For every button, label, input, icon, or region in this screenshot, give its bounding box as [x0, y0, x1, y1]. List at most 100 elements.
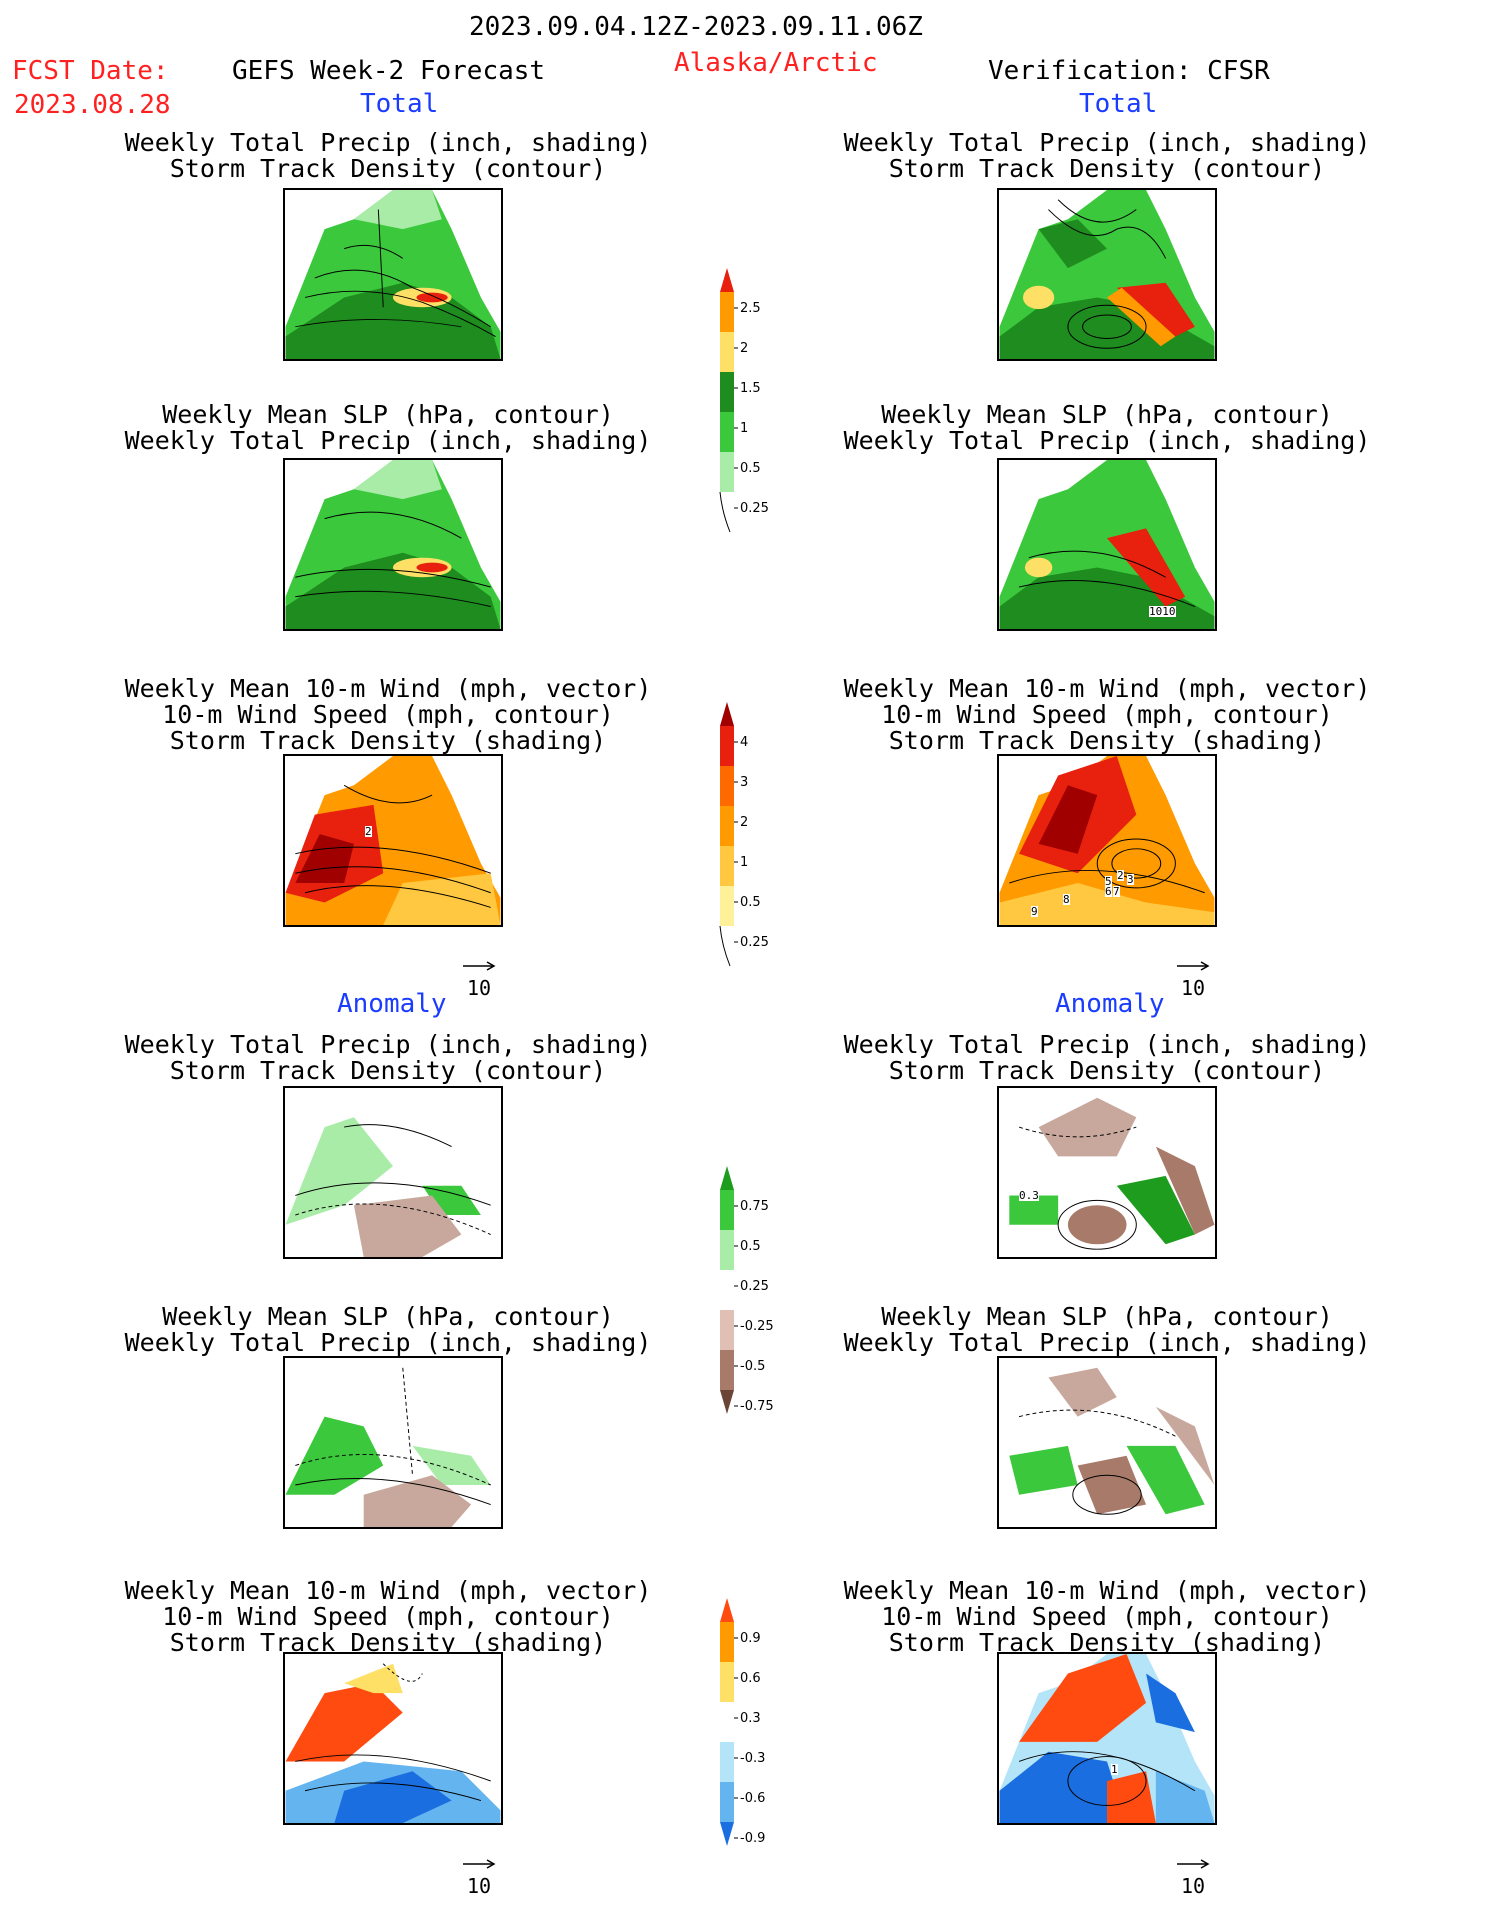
section-anomaly-right: Anomaly: [1055, 989, 1165, 1019]
map-total-precip-forecast: [283, 188, 503, 361]
colorbar-segment: [720, 806, 734, 846]
title-anom-slp-right-1: Weekly Mean SLP (hPa, contour): [881, 1302, 1333, 1331]
title-total-slp-right-1: Weekly Mean SLP (hPa, contour): [881, 400, 1333, 429]
colorbar-segment: [720, 1662, 734, 1702]
colorbar-tick-label: 4: [740, 735, 748, 750]
wind-label-2: 2: [1117, 869, 1124, 882]
colorbar-segment: [720, 886, 734, 926]
colorbar-storm-total-svg: 4 3 2 1 0.5 0.25: [719, 702, 769, 967]
section-total-right: Total: [1079, 89, 1158, 119]
title-total-wind-right-3: Storm Track Density (shading): [888, 726, 1326, 755]
title-anom-precip-left-1: Weekly Total Precip (inch, shading): [124, 1030, 652, 1059]
map-total-precip-verification: [997, 188, 1217, 361]
title-total-precip-right-2: Storm Track Density (contour): [888, 154, 1326, 183]
map-anom-precip-verification-svg: [1009, 1097, 1215, 1250]
wind-label-9: 9: [1031, 905, 1038, 918]
vector-ref-anom-right: 10: [1163, 1850, 1223, 1898]
colorbar-precip-anomaly: 0.75 0.5 0.25 -0.25 -0.5 -0.75: [718, 1166, 788, 1460]
section-total-left: Total: [360, 89, 439, 119]
colorbar-bottom-triangle: [720, 1390, 734, 1414]
colorbar-segment: [720, 846, 734, 886]
colorbar-top-triangle: [720, 268, 734, 292]
title-total-wind-right-1: Weekly Mean 10-m Wind (mph, vector): [843, 674, 1371, 703]
colorbar-segment: [720, 412, 734, 452]
vector-ref-label: 10: [1180, 1874, 1206, 1898]
map-anom-precip-forecast-svg: [285, 1117, 491, 1257]
title-anom-wind-left-3: Storm Track Density (shading): [169, 1628, 607, 1657]
colorbar-storm-total: 4 3 2 1 0.5 0.25: [718, 702, 788, 996]
colorbar-precip-anomaly-svg: 0.75 0.5 0.25 -0.25 -0.5 -0.75: [720, 1166, 774, 1414]
colorbar-tick-label: 0.5: [740, 1239, 761, 1254]
colorbar-tick-label: -0.25: [740, 1319, 774, 1334]
title-total-slp-left-1: Weekly Mean SLP (hPa, contour): [162, 400, 614, 429]
map-total-wind-verification-svg: [999, 756, 1215, 925]
colorbar-tick-label: 0.25: [740, 501, 769, 516]
colorbar-segment: [720, 1742, 734, 1782]
vector-ref-anom-left: 10: [449, 1850, 509, 1898]
vector-ref-total-left: 10: [449, 952, 509, 1000]
map-total-slp-forecast: [283, 458, 503, 631]
colorbar-segment: [720, 1310, 734, 1350]
map-total-slp-forecast-svg: [285, 460, 501, 629]
colorbar-segment: [720, 1622, 734, 1662]
region-title: Alaska/Arctic: [674, 48, 878, 78]
colorbar-bottom-triangle: [720, 1822, 734, 1846]
colorbar-tick-label: 1: [740, 855, 748, 870]
map-total-precip-verification-svg: [999, 190, 1215, 359]
map-anom-slp-verification-svg: [1009, 1367, 1215, 1515]
colorbar-top-triangle: [720, 1598, 734, 1622]
wind-label-5: 5: [1105, 875, 1112, 888]
colorbar-tick-label: -0.75: [740, 1399, 774, 1414]
colorbar-segment: [720, 1230, 734, 1270]
title-anom-wind-right-2: 10-m Wind Speed (mph, contour): [881, 1602, 1333, 1631]
colorbar-segment: [720, 1190, 734, 1230]
colorbar-tail: [719, 925, 731, 967]
colorbar-top-triangle: [720, 1166, 734, 1190]
vector-ref-label: 10: [466, 1874, 492, 1898]
title-anom-wind-right-3: Storm Track Density (shading): [888, 1628, 1326, 1657]
title-total-wind-left-1: Weekly Mean 10-m Wind (mph, vector): [124, 674, 652, 703]
map-anom-slp-verification: [997, 1356, 1217, 1529]
vector-ref-total-right: 10: [1163, 952, 1223, 1000]
colorbar-segment: [720, 726, 734, 766]
title-total-slp-right-2: Weekly Total Precip (inch, shading): [843, 426, 1371, 455]
title-anom-wind-left-1: Weekly Mean 10-m Wind (mph, vector): [124, 1576, 652, 1605]
title-anom-wind-right-1: Weekly Mean 10-m Wind (mph, vector): [843, 1576, 1371, 1605]
colorbar-tick-label: -0.6: [740, 1791, 765, 1806]
anom-precip-contour-label: 0.3: [1019, 1189, 1039, 1202]
arrow-right-icon: [1177, 961, 1210, 971]
wind-label-7: 7: [1113, 885, 1120, 898]
colorbar-tick-label: 1.5: [740, 381, 761, 396]
map-anom-slp-forecast-svg: [285, 1367, 491, 1527]
colorbar-storm-anomaly-svg: 0.9 0.6 0.3 -0.3 -0.6 -0.9: [720, 1598, 765, 1846]
title-anom-precip-left-2: Storm Track Density (contour): [169, 1056, 607, 1085]
arrow-right-icon: [463, 961, 496, 971]
map-anom-wind-forecast-svg: [285, 1654, 501, 1823]
colorbar-segment: [720, 766, 734, 806]
title-anom-precip-right-1: Weekly Total Precip (inch, shading): [843, 1030, 1371, 1059]
colorbar-tick-label: -0.3: [740, 1751, 765, 1766]
model-title: GEFS Week-2 Forecast: [232, 56, 546, 86]
colorbar-tick-label: 2: [740, 341, 748, 356]
arrow-right-icon: [463, 1859, 496, 1869]
colorbar-tick-label: 0.25: [740, 935, 769, 950]
colorbar-top-triangle: [720, 702, 734, 726]
title-anom-slp-left-2: Weekly Total Precip (inch, shading): [124, 1328, 652, 1357]
colorbar-tick-label: 2.5: [740, 301, 761, 316]
title-anom-wind-left-2: 10-m Wind Speed (mph, contour): [162, 1602, 614, 1631]
anom-wind-contour-label: 1: [1111, 1763, 1118, 1776]
colorbar-tick-label: 0.75: [740, 1199, 769, 1214]
colorbar-segment: [720, 452, 734, 492]
map-total-slp-verification: 1010: [997, 458, 1217, 631]
colorbar-tick-label: 0.6: [740, 1671, 761, 1686]
colorbar-segment: [720, 1270, 734, 1310]
map-total-precip-forecast-svg: [285, 190, 501, 359]
map-anom-precip-verification: 0.3: [997, 1086, 1217, 1259]
colorbar-tick-label: 2: [740, 815, 748, 830]
colorbar-tick-label: 0.25: [740, 1279, 769, 1294]
title-total-precip-left-2: Storm Track Density (contour): [169, 154, 607, 183]
colorbar-tick-label: 0.3: [740, 1711, 761, 1726]
title-total-wind-right-2: 10-m Wind Speed (mph, contour): [881, 700, 1333, 729]
map-anom-wind-verification-svg: [999, 1654, 1215, 1823]
colorbar-tail: [719, 491, 731, 533]
